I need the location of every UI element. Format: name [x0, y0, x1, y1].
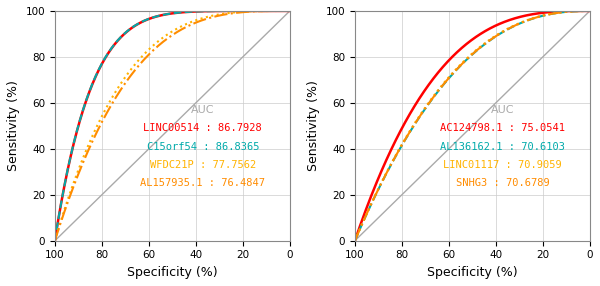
Y-axis label: Sensitivity (%): Sensitivity (%)	[7, 80, 20, 171]
Text: AL157935.1 : 76.4847: AL157935.1 : 76.4847	[140, 178, 265, 188]
Text: AUC: AUC	[491, 105, 515, 115]
Text: SNHG3 : 70.6789: SNHG3 : 70.6789	[456, 178, 550, 188]
Y-axis label: Sensitivity (%): Sensitivity (%)	[307, 80, 320, 171]
Text: AC124798.1 : 75.0541: AC124798.1 : 75.0541	[440, 123, 565, 133]
Text: LINC00514 : 86.7928: LINC00514 : 86.7928	[143, 123, 262, 133]
Text: WFDC21P : 77.7562: WFDC21P : 77.7562	[150, 160, 256, 170]
X-axis label: Specificity (%): Specificity (%)	[127, 266, 218, 279]
Text: C15orf54 : 86.8365: C15orf54 : 86.8365	[146, 142, 259, 152]
Text: AUC: AUC	[191, 105, 215, 115]
X-axis label: Specificity (%): Specificity (%)	[427, 266, 518, 279]
Text: AL136162.1 : 70.6103: AL136162.1 : 70.6103	[440, 142, 565, 152]
Text: LINC01117 : 70.9059: LINC01117 : 70.9059	[443, 160, 562, 170]
